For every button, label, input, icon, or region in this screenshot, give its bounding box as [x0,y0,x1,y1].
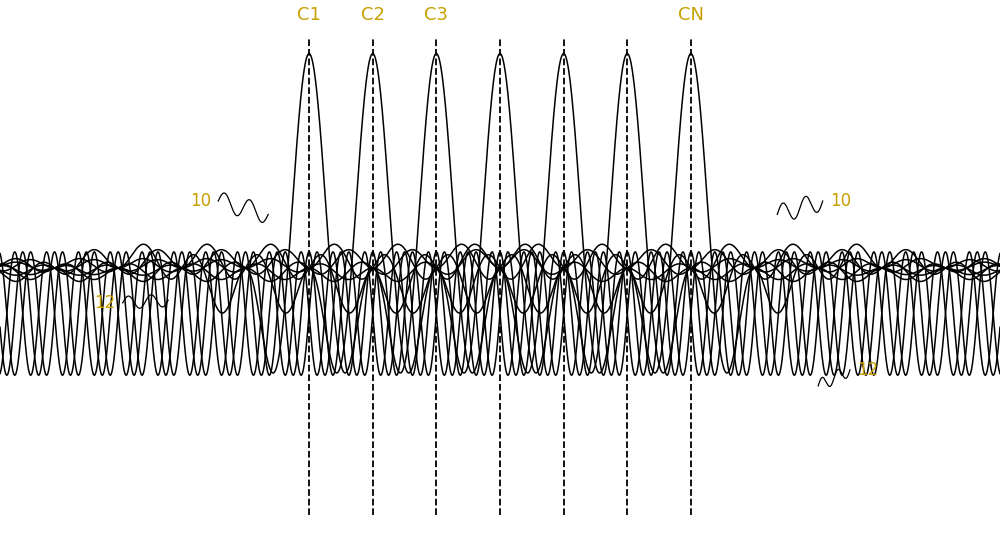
Text: 10: 10 [190,192,211,210]
Text: C3: C3 [424,6,448,24]
Text: CN: CN [678,6,704,24]
Text: C2: C2 [361,6,385,24]
Text: 10: 10 [830,192,851,210]
Text: 12: 12 [94,294,115,312]
Text: C1: C1 [297,6,321,24]
Text: 12: 12 [857,361,879,379]
